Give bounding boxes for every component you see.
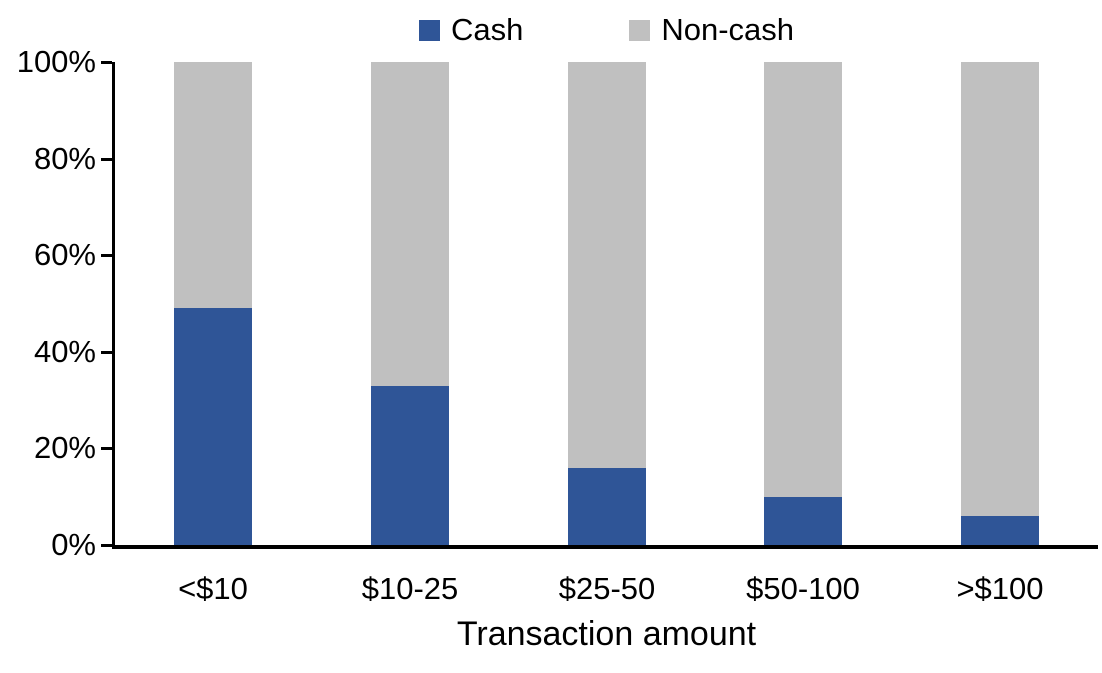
x-tick-label: <$10	[178, 571, 248, 606]
x-tick-label: $25-50	[558, 571, 656, 606]
cash-segment	[568, 467, 646, 545]
noncash-segment	[764, 62, 842, 497]
cash-segment	[764, 496, 842, 545]
y-tick-label: 100%	[16, 44, 96, 79]
bar-$25-50	[568, 62, 646, 545]
y-tick-label: 20%	[33, 430, 96, 465]
x-tick-label: >$100	[956, 571, 1044, 606]
x-tick-label: $50-100	[746, 571, 860, 606]
y-tick-label: 0%	[51, 527, 96, 562]
y-tick-label: 60%	[33, 237, 96, 272]
bar-$10-25	[371, 62, 449, 545]
cash-swatch-icon	[418, 19, 440, 41]
noncash-swatch-icon	[629, 19, 651, 41]
bar->$100	[961, 62, 1039, 545]
cash-segment	[371, 385, 449, 545]
legend-item-cash: Cash	[418, 10, 524, 50]
plot-area	[112, 62, 1098, 549]
noncash-segment	[568, 62, 646, 468]
legend-label-noncash: Non-cash	[661, 12, 795, 47]
legend: Cash Non-cash	[115, 10, 1098, 50]
legend-label-cash: Cash	[450, 12, 524, 47]
y-tick-mark	[101, 447, 112, 450]
x-axis-title: Transaction amount	[456, 615, 757, 653]
bar-<$10	[174, 62, 252, 545]
y-tick-mark	[101, 544, 112, 547]
y-tick-mark	[101, 351, 112, 354]
legend-item-noncash: Non-cash	[629, 10, 794, 50]
noncash-segment	[961, 62, 1039, 517]
y-tick-mark	[101, 61, 112, 64]
noncash-segment	[371, 62, 449, 386]
cash-segment	[174, 308, 252, 545]
bar-$50-100	[764, 62, 842, 545]
y-tick-label: 80%	[33, 141, 96, 176]
x-tick-label: $10-25	[361, 571, 459, 606]
noncash-segment	[174, 62, 252, 309]
cash-segment	[961, 516, 1039, 545]
y-tick-mark	[101, 254, 112, 257]
y-tick-label: 40%	[33, 334, 96, 369]
y-tick-mark	[101, 158, 112, 161]
